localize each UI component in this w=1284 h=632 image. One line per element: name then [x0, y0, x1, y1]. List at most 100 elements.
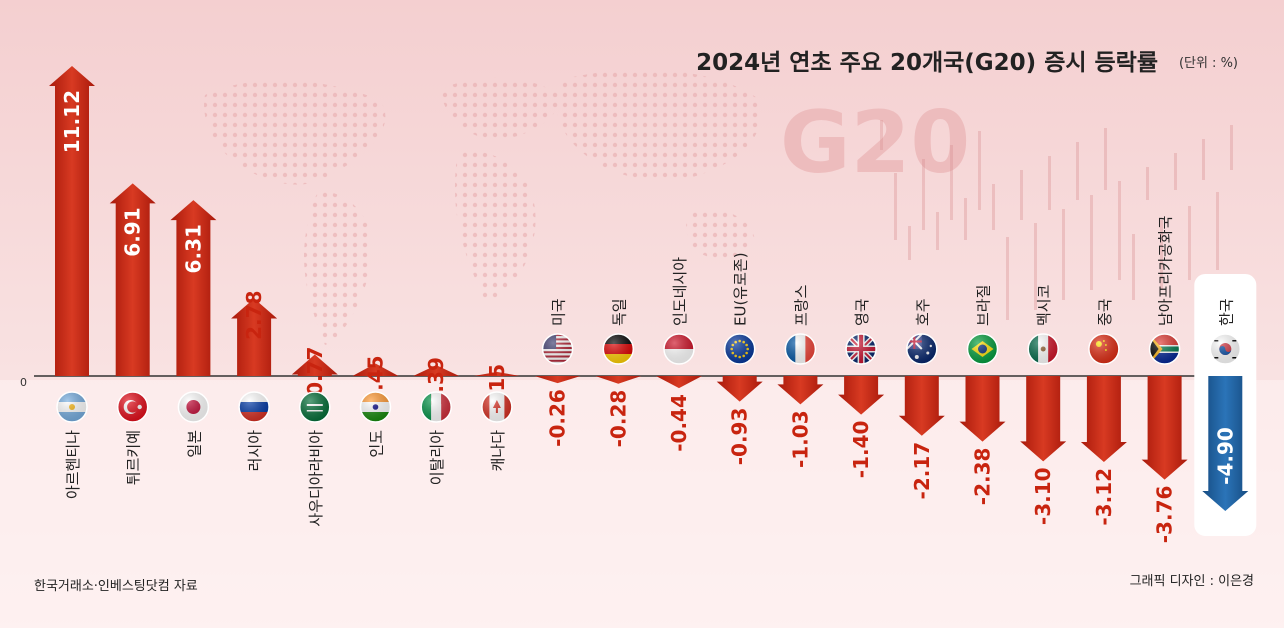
ticker-bar: [1006, 237, 1009, 320]
unit-label: (단위 : %): [1179, 56, 1238, 71]
value-label-china: -3.12: [1092, 468, 1116, 526]
argentina-flag-icon: [56, 391, 88, 423]
credit-note: 그래픽 디자인 : 이은경: [1130, 574, 1254, 589]
country-label-argentina: 아르헨티나: [64, 430, 82, 499]
ticker-bar: [908, 226, 911, 260]
value-label-uk: -1.40: [849, 421, 873, 479]
value-label-south-africa: -3.76: [1153, 486, 1177, 544]
bar-turkey: [109, 183, 156, 376]
bar-eu: [716, 376, 763, 402]
country-label-turkey: 튀르키예: [125, 430, 143, 485]
bar-russia: [231, 298, 278, 376]
canada-flag-icon: [481, 391, 513, 423]
south-africa-flag-icon: [1148, 333, 1181, 365]
bar-uk: [838, 376, 885, 415]
bar-brazil: [959, 376, 1006, 442]
ticker-bar: [1076, 142, 1079, 200]
france-flag-icon: [784, 333, 817, 365]
country-label-canada: 캐나다: [489, 430, 507, 472]
brazil-flag-icon: [966, 333, 999, 365]
country-label-russia: 러시아: [246, 430, 264, 472]
uk-flag-icon: [845, 333, 877, 365]
country-label-japan: 일본: [185, 430, 203, 458]
country-label-uk: 영국: [853, 298, 871, 326]
bar-mexico: [1020, 376, 1067, 462]
ticker-bar: [1132, 234, 1135, 300]
bar-usa: [534, 376, 581, 384]
india-flag-icon: [359, 391, 392, 423]
value-label-indonesia: -0.44: [667, 394, 691, 452]
bar-china: [1080, 376, 1127, 462]
korea-flag-icon: [1209, 333, 1242, 365]
bar-india: [352, 363, 399, 376]
ticker-bar: [880, 120, 883, 150]
ticker-bar: [1062, 209, 1065, 300]
japan-flag-icon: [177, 391, 210, 423]
ticker-bar: [1202, 139, 1205, 180]
bar-saudi-arabia: [291, 354, 338, 376]
ticker-bar: [1230, 125, 1233, 170]
value-label-argentina: 11.12: [60, 90, 84, 153]
value-label-japan: 6.31: [181, 224, 205, 273]
country-label-eu: EU(유로존): [732, 252, 750, 326]
g20-watermark: G20: [780, 93, 970, 193]
value-label-korea: -4.90: [1213, 427, 1237, 485]
ticker-bar: [1146, 167, 1149, 200]
ticker-bar: [992, 184, 995, 230]
indonesia-flag-icon: [663, 333, 695, 365]
ticker-bar: [1048, 156, 1051, 210]
value-label-russia: 2.78: [242, 291, 266, 340]
ticker-bar: [1188, 206, 1191, 280]
ticker-bar: [1118, 181, 1121, 280]
ticker-bar: [936, 212, 939, 250]
country-label-france: 프랑스: [792, 284, 810, 326]
ticker-bar: [1020, 170, 1023, 220]
value-label-germany: -0.28: [606, 390, 630, 448]
value-label-usa: -0.26: [546, 389, 570, 447]
country-label-mexico: 멕시코: [1035, 285, 1053, 326]
ticker-bar: [1090, 195, 1093, 290]
eu-flag-icon: [723, 333, 756, 365]
country-label-indonesia: 인도네시아: [671, 257, 689, 326]
value-label-australia: -2.17: [910, 442, 934, 500]
ticker-bar: [978, 131, 981, 210]
country-label-australia: 호주: [914, 298, 932, 326]
ticker-bar: [1160, 220, 1163, 290]
country-label-korea: 한국: [1217, 298, 1235, 326]
source-note: 한국거래소·인베스팅닷컴 자료: [34, 579, 198, 594]
bar-argentina: [49, 66, 95, 376]
bar-indonesia: [656, 376, 702, 389]
bar-south-africa: [1141, 376, 1188, 480]
bar-france: [777, 376, 824, 405]
usa-flag-icon: [541, 333, 574, 365]
zero-label: 0: [20, 376, 27, 389]
country-label-germany: 독일: [610, 298, 628, 326]
value-label-eu: -0.93: [728, 408, 752, 466]
italy-flag-icon: [420, 391, 452, 423]
bar-japan: [170, 200, 217, 376]
stock-ticker-decoration: [880, 120, 1233, 320]
country-label-italy: 이탈리아: [428, 430, 446, 485]
bar-australia: [898, 376, 945, 436]
ticker-bar: [1104, 128, 1107, 190]
ticker-bar: [964, 198, 967, 240]
bar-korea: [1202, 376, 1249, 511]
chart-background-bottom: [0, 380, 1284, 628]
ticker-bar: [950, 145, 953, 220]
bars-layer: 11.12 아르헨티나 6.91 튀르키예 6.31 일본 2.78 러시아 0.77 사우디아라…: [49, 66, 1257, 544]
country-label-south-africa: 남아프리카공화국: [1157, 215, 1175, 326]
saudi-arabia-flag-icon: [299, 391, 331, 423]
ticker-bar: [1216, 192, 1219, 270]
mexico-flag-icon: [1027, 333, 1059, 365]
country-label-china: 중국: [1096, 298, 1114, 326]
ticker-bar: [1034, 223, 1037, 310]
world-map-decoration: [204, 69, 762, 345]
value-label-france: -1.03: [788, 410, 812, 468]
country-label-brazil: 브라질: [975, 285, 993, 326]
china-flag-icon: [1088, 333, 1120, 365]
value-label-mexico: -3.10: [1031, 467, 1055, 525]
australia-flag-icon: [906, 333, 938, 365]
germany-flag-icon: [602, 333, 635, 365]
